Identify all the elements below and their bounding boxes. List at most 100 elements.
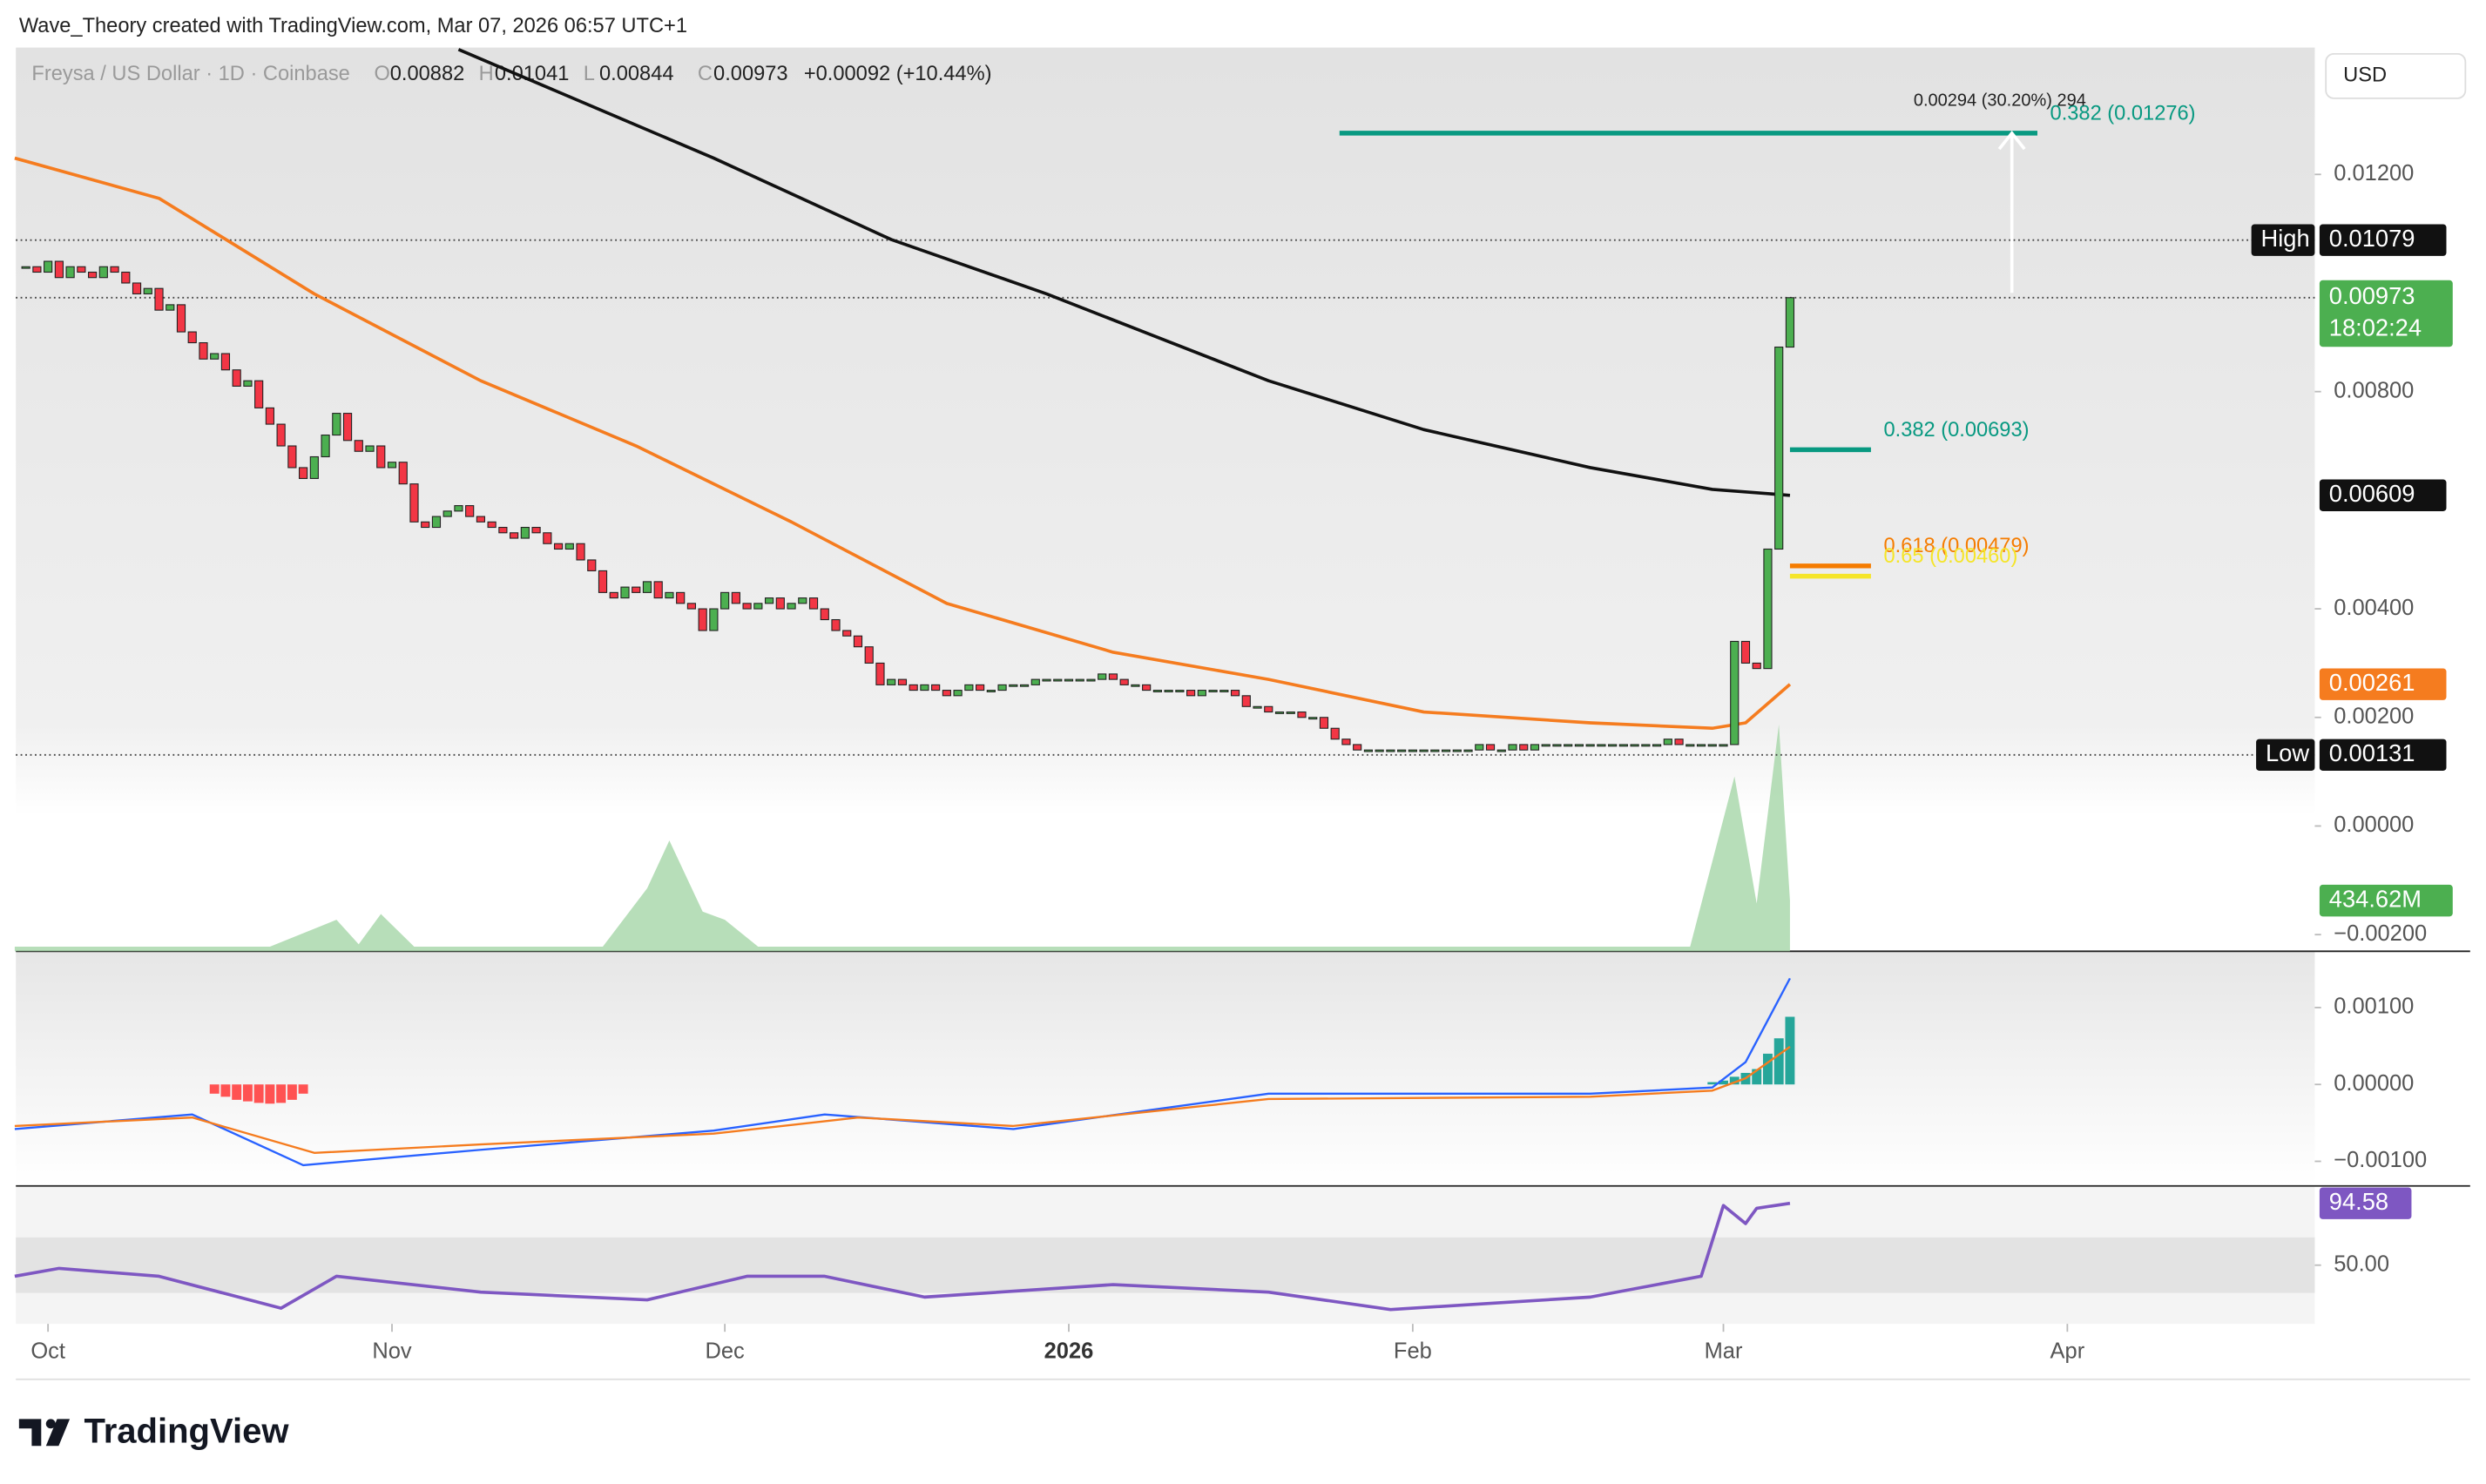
candle [431,516,442,529]
candle [1618,744,1628,747]
candle [742,603,752,610]
candle [676,591,686,604]
macd-bar [287,1084,297,1100]
candle [309,455,319,479]
candle [1552,744,1562,747]
macd-bar [1773,1038,1784,1085]
candle [1363,749,1374,752]
macd-bar [209,1084,220,1094]
candle [1452,749,1462,752]
legend-value: 0.00882 [390,63,465,85]
legend-title: Freysa / US Dollar · 1D · Coinbase [31,63,349,85]
candle [531,526,541,534]
y-tick-label: 0.00800 [2334,378,2414,402]
macd-bar [220,1084,231,1097]
candle [254,380,264,408]
fib-label: 0.382 (0.00693) [1883,419,2029,442]
legend-key: O [375,63,390,85]
y-tick-label: 0.00400 [2334,596,2414,620]
candle [154,287,164,311]
candle [1530,744,1540,751]
moving-average [14,156,1792,731]
macd-bar [1729,1076,1740,1085]
candle [1519,744,1529,751]
countdown: 18:02:24 [2329,314,2422,341]
macd-bar [1785,1016,1795,1085]
x-tick-label: Feb [1394,1339,1432,1364]
candle [176,304,186,333]
candle [1696,744,1706,747]
candle [731,591,740,604]
candle [87,271,98,279]
candle [32,266,42,273]
candle [143,287,152,294]
candle [1375,749,1384,752]
candle [166,304,175,311]
candle [598,570,608,593]
fib-label: 0.382 (0.01276) [2050,102,2196,125]
volume-value: 434.62M [2329,885,2422,912]
candle [98,266,108,279]
currency-button[interactable] [2325,52,2467,99]
brand-logo [18,1419,71,1447]
candle [1475,744,1484,751]
low-tag-box [2256,739,2315,771]
candle [77,266,86,273]
candle [376,445,386,469]
candle [1053,678,1063,682]
candle [1719,744,1728,747]
legend-key: L [584,63,595,85]
rsi-line [14,1201,1791,1312]
candle [1397,749,1407,752]
candle [897,678,908,685]
candle [587,559,597,571]
candle [187,331,197,344]
candle [986,690,996,692]
candle [454,505,463,512]
candle [1330,727,1340,740]
candle [808,597,819,610]
rsi-band [16,1237,2315,1293]
candle [1707,744,1717,747]
candle [1098,673,1107,680]
candle [1641,744,1651,747]
legend-key: C [698,63,713,85]
ma-value-box [2319,479,2447,511]
candle [1585,744,1595,747]
candle [698,608,707,631]
rsi-value: 94.58 [2329,1188,2388,1215]
candle [553,543,564,550]
candle [44,260,53,273]
candle [1496,749,1506,752]
x-tick-label: Mar [1705,1339,1743,1364]
fib-label: 0.618 (0.00479) [1883,535,2029,557]
y-tick-label: −0.00100 [2334,1148,2427,1172]
projection-label: 0.00294 (30.20%) 294 [1914,91,2086,111]
candle [476,516,486,523]
candle [65,266,75,279]
candle [287,445,297,469]
candle [1297,711,1307,718]
y-tick-label: −0.00200 [2334,921,2427,946]
candle [920,684,929,691]
x-tick-label: 2026 [1044,1339,1094,1364]
candle [220,353,231,371]
candle [1152,690,1162,692]
candle [665,591,674,599]
candle [686,603,697,610]
candle [365,445,375,452]
macd-bar [253,1084,264,1103]
currency-label[interactable]: USD [2343,64,2387,87]
candle [342,413,353,442]
signal-line [14,1045,1791,1154]
candle [909,684,918,691]
candle [121,271,131,284]
candle [942,690,951,697]
y-tick-label: 0.00000 [2334,1071,2414,1096]
candle [1730,640,1740,745]
ma-value-box [2319,668,2447,700]
candle [409,483,419,523]
candle [1674,739,1684,745]
candle [1241,695,1251,707]
candle [265,407,274,425]
